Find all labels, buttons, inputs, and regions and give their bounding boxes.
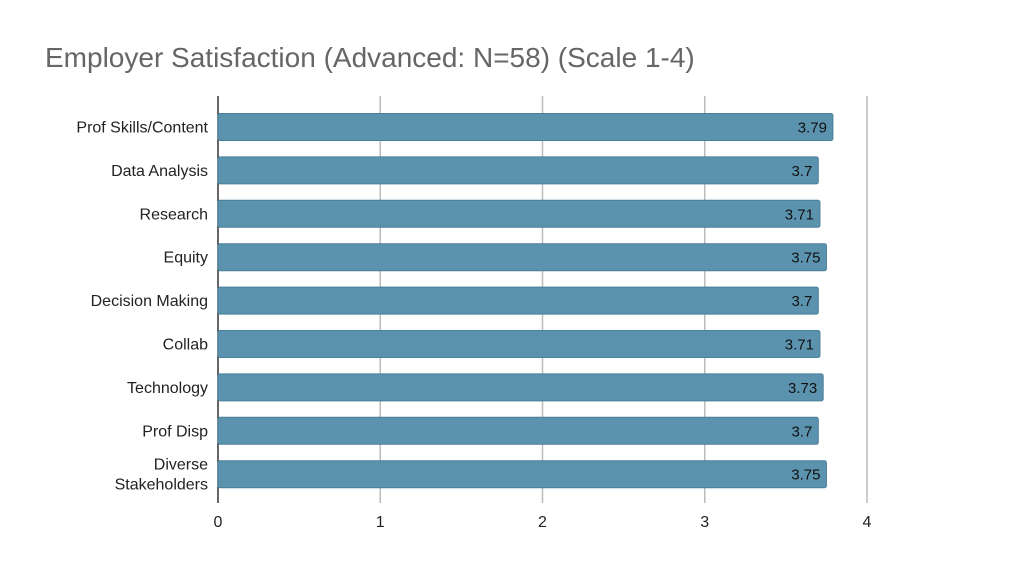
data-label: 3.7 — [791, 423, 812, 440]
x-tick-label: 4 — [863, 514, 872, 531]
data-label: 3.73 — [788, 380, 817, 397]
category-label: Diverse Stakeholders — [115, 457, 208, 494]
category-label: Decision Making — [91, 293, 208, 310]
chart-title: Employer Satisfaction (Advanced: N=58) (… — [45, 42, 695, 73]
data-label: 3.71 — [785, 337, 814, 354]
category-label: Prof Skills/Content — [76, 120, 208, 137]
x-tick-label: 1 — [376, 514, 385, 531]
category-label: Technology — [127, 380, 208, 397]
bar — [217, 243, 827, 272]
bar — [217, 416, 819, 445]
category-label: Equity — [164, 250, 208, 267]
bar — [217, 460, 827, 489]
category-label: Research — [140, 206, 208, 223]
x-tick-label: 0 — [214, 514, 223, 531]
category-label: Data Analysis — [111, 163, 208, 180]
category-label: Collab — [163, 337, 208, 354]
data-label: 3.71 — [785, 206, 814, 223]
bar — [217, 113, 834, 141]
data-label: 3.7 — [791, 293, 812, 310]
bar — [217, 330, 821, 358]
data-label: 3.79 — [798, 120, 827, 137]
data-label: 3.75 — [791, 250, 820, 267]
data-label: 3.7 — [791, 163, 812, 180]
category-label: Prof Disp — [142, 423, 208, 440]
bar — [217, 199, 821, 228]
bar — [217, 373, 824, 402]
x-tick-label: 3 — [700, 514, 709, 531]
data-label: 3.75 — [791, 467, 820, 484]
bar — [217, 286, 819, 315]
bar — [217, 156, 819, 185]
x-tick-label: 2 — [538, 514, 547, 531]
